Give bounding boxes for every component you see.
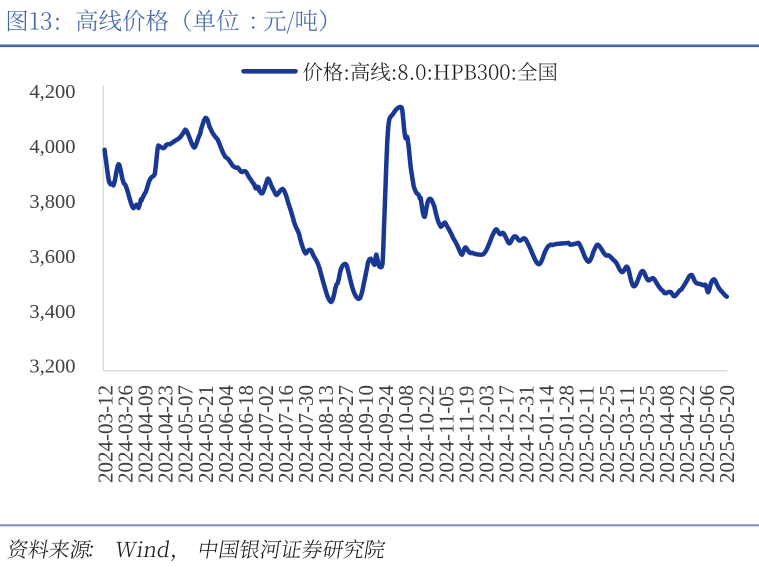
svg-text:4,000: 4,000 (29, 136, 75, 158)
svg-text:2024-10-22: 2024-10-22 (414, 385, 438, 483)
svg-text:2025-04-22: 2025-04-22 (675, 385, 699, 483)
svg-text:2024-06-18: 2024-06-18 (234, 385, 258, 483)
svg-text:2024-05-21: 2024-05-21 (194, 385, 218, 483)
svg-text:4,200: 4,200 (29, 81, 75, 103)
svg-text:2025-03-11: 2025-03-11 (615, 386, 639, 483)
svg-text:3,800: 3,800 (29, 191, 75, 213)
svg-text:2024-12-03: 2024-12-03 (474, 385, 498, 483)
svg-text:2025-03-25: 2025-03-25 (635, 385, 659, 483)
svg-text:2024-09-24: 2024-09-24 (374, 385, 398, 483)
svg-text:2024-04-23: 2024-04-23 (154, 385, 178, 483)
svg-text:3,600: 3,600 (29, 246, 75, 268)
svg-text:2024-12-17: 2024-12-17 (495, 385, 519, 483)
svg-text:3,200: 3,200 (29, 356, 75, 378)
svg-text:2024-09-10: 2024-09-10 (354, 385, 378, 483)
svg-text:2024-06-04: 2024-06-04 (214, 385, 238, 483)
svg-text:2024-05-07: 2024-05-07 (174, 385, 198, 483)
svg-text:2024-08-13: 2024-08-13 (314, 385, 338, 483)
svg-text:2025-02-11: 2025-02-11 (575, 386, 599, 483)
svg-text:2024-07-30: 2024-07-30 (294, 385, 318, 483)
svg-text:2025-04-08: 2025-04-08 (655, 385, 679, 483)
svg-text:2025-01-28: 2025-01-28 (555, 385, 579, 483)
svg-text:2024-04-09: 2024-04-09 (134, 385, 158, 483)
svg-text:2024-08-27: 2024-08-27 (334, 385, 358, 483)
svg-text:2024-11-19: 2024-11-19 (454, 386, 478, 483)
svg-text:2024-07-02: 2024-07-02 (254, 385, 278, 483)
svg-text:2024-10-08: 2024-10-08 (394, 385, 418, 483)
svg-text:3,400: 3,400 (29, 301, 75, 323)
svg-text:2025-01-14: 2025-01-14 (535, 385, 559, 483)
svg-text:2025-05-06: 2025-05-06 (695, 385, 719, 483)
svg-text:2024-11-05: 2024-11-05 (434, 386, 458, 483)
svg-text:2024-07-16: 2024-07-16 (274, 385, 298, 483)
svg-text:2024-03-26: 2024-03-26 (114, 385, 138, 483)
svg-text:2024-03-12: 2024-03-12 (94, 385, 118, 483)
svg-text:2024-12-31: 2024-12-31 (515, 385, 539, 483)
svg-text:2025-05-20: 2025-05-20 (715, 385, 739, 483)
svg-text:2025-02-25: 2025-02-25 (595, 385, 619, 483)
